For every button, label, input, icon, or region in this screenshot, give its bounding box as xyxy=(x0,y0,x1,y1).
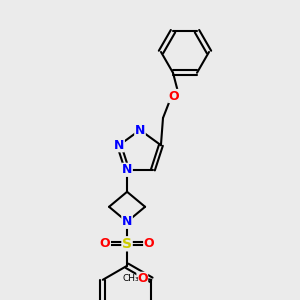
Text: O: O xyxy=(169,89,179,103)
Text: N: N xyxy=(122,163,132,176)
Text: CH₃: CH₃ xyxy=(122,274,139,283)
Text: S: S xyxy=(122,237,132,251)
Text: O: O xyxy=(100,237,110,250)
Text: N: N xyxy=(135,124,145,136)
Text: O: O xyxy=(137,272,148,285)
Text: O: O xyxy=(144,237,154,250)
Text: N: N xyxy=(122,215,132,228)
Text: N: N xyxy=(114,139,124,152)
